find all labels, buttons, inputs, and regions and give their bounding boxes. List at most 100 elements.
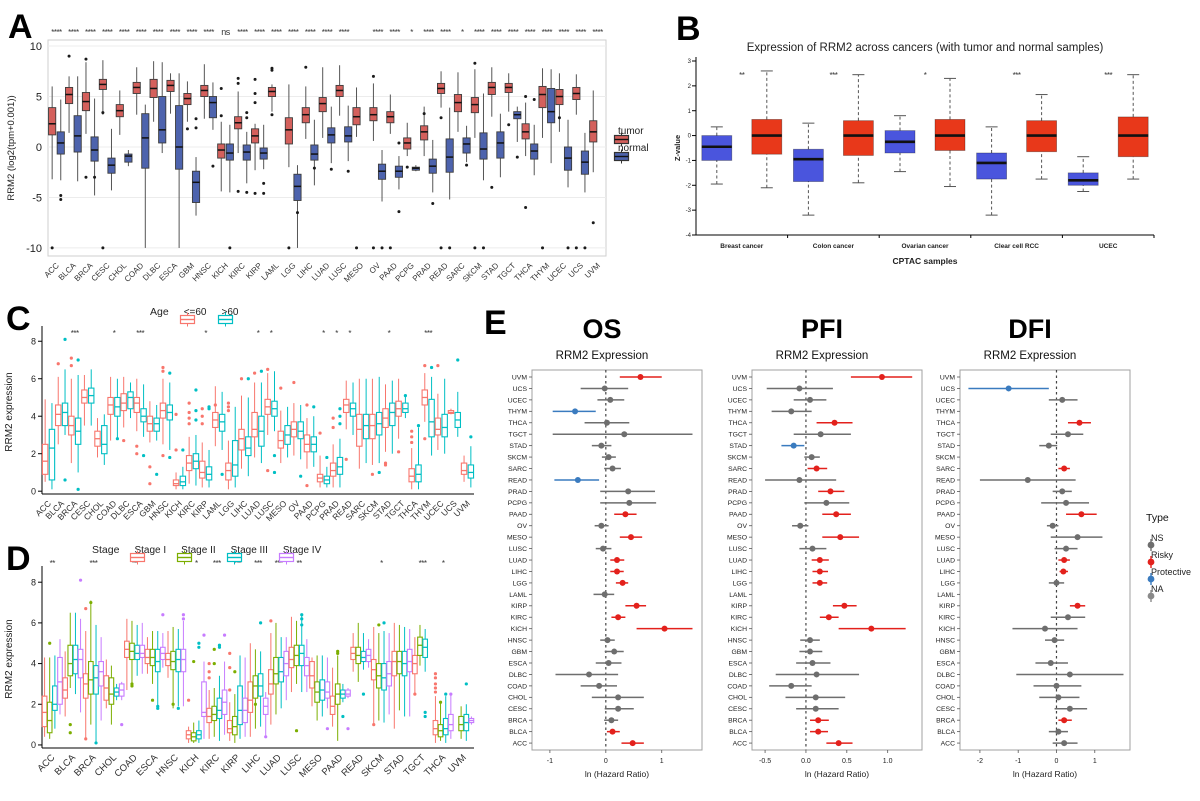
- legend-label-stage3: Stage III: [230, 544, 268, 556]
- svg-text:BRCA: BRCA: [508, 718, 527, 725]
- svg-text:Z-value: Z-value: [673, 135, 682, 161]
- svg-text:2: 2: [31, 449, 36, 459]
- svg-text:THCA: THCA: [936, 420, 955, 427]
- svg-text:LGG: LGG: [733, 580, 747, 587]
- svg-text:8: 8: [31, 577, 36, 587]
- svg-text:MESO: MESO: [297, 752, 325, 780]
- svg-text:ns: ns: [221, 27, 231, 37]
- legend-item-normal: normal: [613, 143, 649, 163]
- svg-text:-1: -1: [686, 159, 692, 165]
- svg-text:-2: -2: [977, 758, 983, 765]
- dfi-forest-chart: UVM UCS UCEC THYM THCA TGCT STAD SKCM SARC READ PR…: [935, 369, 1131, 779]
- svg-text:KIRC: KIRC: [198, 752, 222, 776]
- svg-text:COAD: COAD: [123, 261, 146, 284]
- legend-label-le60: <=60: [183, 306, 207, 318]
- svg-text:****: ****: [187, 28, 198, 37]
- os-subtitle: RRM2 Expression: [555, 350, 649, 362]
- svg-text:SARC: SARC: [936, 466, 955, 473]
- svg-text:LIHC: LIHC: [940, 569, 956, 576]
- svg-text:LIHC: LIHC: [732, 569, 748, 576]
- svg-text:TGCT: TGCT: [496, 261, 518, 283]
- svg-text:****: ****: [305, 28, 316, 37]
- svg-text:***: ***: [90, 559, 98, 568]
- svg-text:Ovarian cancer: Ovarian cancer: [902, 243, 949, 250]
- svg-text:****: ****: [136, 28, 147, 37]
- svg-text:READ: READ: [728, 477, 747, 484]
- panel-a-legend: tumor normal: [613, 126, 649, 163]
- svg-text:LUAD: LUAD: [937, 557, 955, 564]
- svg-text:****: ****: [525, 28, 536, 37]
- svg-text:***: ***: [136, 329, 144, 338]
- pfi-title: PFI: [800, 314, 843, 344]
- svg-text:0: 0: [36, 142, 42, 154]
- svg-text:6: 6: [31, 618, 36, 628]
- svg-text:***: ***: [1013, 71, 1021, 80]
- svg-text:PCPG: PCPG: [508, 500, 527, 507]
- svg-text:LUSC: LUSC: [729, 546, 747, 553]
- svg-text:MESO: MESO: [727, 535, 747, 542]
- svg-text:****: ****: [559, 28, 570, 37]
- svg-text:*: *: [348, 329, 351, 338]
- svg-text:OV: OV: [737, 523, 747, 530]
- svg-text:****: ****: [170, 28, 181, 37]
- svg-text:1: 1: [688, 109, 692, 115]
- svg-text:LAML: LAML: [509, 592, 527, 599]
- svg-text:LIHC: LIHC: [512, 569, 528, 576]
- svg-text:SARC: SARC: [508, 466, 527, 473]
- svg-text:COAD: COAD: [507, 683, 527, 690]
- svg-text:****: ****: [322, 28, 333, 37]
- svg-text:***: ***: [213, 559, 221, 568]
- svg-text:0.0: 0.0: [801, 758, 811, 765]
- svg-text:TGCT: TGCT: [509, 432, 528, 439]
- svg-text:*: *: [322, 329, 325, 338]
- svg-text:UVM: UVM: [940, 374, 955, 381]
- legend-item-ns: NS: [1146, 533, 1191, 551]
- svg-text:KIRP: KIRP: [939, 603, 955, 610]
- svg-text:HNSC: HNSC: [154, 752, 181, 779]
- panel-e-label: E: [484, 304, 507, 342]
- svg-text:Expression of RRM2 across canc: Expression of RRM2 across cancers (with …: [747, 42, 1104, 54]
- svg-text:0: 0: [1055, 758, 1059, 765]
- type-legend-title: Type: [1146, 512, 1169, 524]
- svg-text:LUAD: LUAD: [509, 557, 527, 564]
- svg-text:4: 4: [31, 659, 36, 669]
- svg-text:STAD: STAD: [937, 443, 955, 450]
- svg-text:-10: -10: [26, 243, 42, 255]
- svg-text:****: ****: [203, 28, 214, 37]
- svg-text:BLCA: BLCA: [729, 729, 747, 736]
- svg-text:**: **: [739, 71, 745, 80]
- svg-text:BRCA: BRCA: [72, 752, 99, 779]
- legend-item-na: NA: [1146, 584, 1191, 602]
- svg-text:8: 8: [31, 336, 36, 346]
- svg-text:UVM: UVM: [583, 261, 602, 280]
- svg-text:*: *: [461, 28, 464, 37]
- svg-text:0: 0: [688, 134, 692, 140]
- legend-item-gt60: >60: [217, 307, 238, 327]
- svg-text:5: 5: [36, 91, 42, 103]
- svg-text:KIRC: KIRC: [227, 261, 247, 281]
- svg-text:THYM: THYM: [508, 409, 528, 416]
- svg-text:**: **: [297, 559, 303, 568]
- svg-text:0: 0: [31, 740, 36, 750]
- svg-text:KIRP: KIRP: [219, 752, 242, 775]
- svg-text:****: ****: [592, 28, 603, 37]
- svg-text:SKCM: SKCM: [727, 454, 747, 461]
- svg-text:-1: -1: [547, 758, 553, 765]
- svg-text:BLCA: BLCA: [937, 729, 955, 736]
- svg-text:LGG: LGG: [941, 580, 955, 587]
- svg-text:UCEC: UCEC: [546, 261, 569, 284]
- svg-text:MESO: MESO: [935, 535, 955, 542]
- svg-text:*: *: [335, 329, 338, 338]
- legend-label-tumor: tumor: [618, 126, 644, 137]
- svg-text:LUAD: LUAD: [310, 261, 332, 283]
- svg-text:****: ****: [288, 28, 299, 37]
- legend-label-stage4: Stage IV: [282, 544, 322, 556]
- svg-text:PAAD: PAAD: [937, 512, 955, 519]
- svg-text:THYM: THYM: [728, 409, 748, 416]
- svg-text:KIRC: KIRC: [731, 615, 747, 622]
- svg-text:KICH: KICH: [511, 626, 527, 633]
- legend-item-stage3: Stage III: [226, 544, 268, 565]
- legend-item-risky: Risky: [1146, 550, 1191, 568]
- os-forest-chart: UVM UCS UCEC THYM THCA TGCT STAD SKCM SARC READ PR…: [507, 369, 703, 779]
